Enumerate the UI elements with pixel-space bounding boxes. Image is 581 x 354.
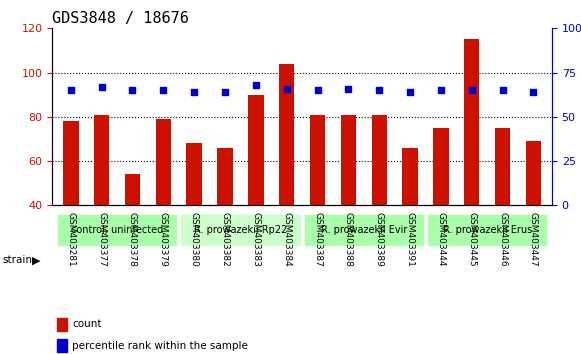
Text: R. prowazekii Erus: R. prowazekii Erus [443, 225, 532, 235]
Bar [371, 115, 387, 294]
Text: control, uninfected: control, uninfected [71, 225, 163, 235]
Text: GSM403446: GSM403446 [498, 212, 507, 267]
Text: GSM403281: GSM403281 [66, 212, 76, 267]
Text: GSM403444: GSM403444 [436, 212, 446, 267]
Bar [310, 115, 325, 294]
Point [313, 87, 322, 93]
Text: percentile rank within the sample: percentile rank within the sample [72, 341, 248, 350]
Bar [495, 128, 510, 294]
Text: GSM403387: GSM403387 [313, 212, 322, 267]
Point [159, 87, 168, 93]
Bar [464, 39, 479, 294]
Bar [58, 318, 67, 331]
Bar [156, 119, 171, 294]
Bar [248, 95, 264, 294]
Point [375, 87, 384, 93]
Point [251, 82, 260, 88]
Text: GDS3848 / 18676: GDS3848 / 18676 [52, 11, 189, 25]
Text: GSM403391: GSM403391 [406, 212, 415, 267]
Text: count: count [72, 319, 102, 329]
Point [282, 86, 291, 91]
Text: R. prowazekii Evir: R. prowazekii Evir [321, 225, 407, 235]
Point [97, 84, 106, 90]
Text: R. prowazekii Rp22: R. prowazekii Rp22 [193, 225, 287, 235]
FancyBboxPatch shape [180, 214, 300, 246]
Text: GSM403389: GSM403389 [375, 212, 383, 267]
Bar [125, 175, 140, 294]
FancyBboxPatch shape [427, 214, 547, 246]
Point [529, 89, 538, 95]
FancyBboxPatch shape [57, 214, 177, 246]
Text: GSM403384: GSM403384 [282, 212, 291, 267]
Point [498, 87, 507, 93]
Text: GSM403447: GSM403447 [529, 212, 538, 267]
Bar [433, 128, 449, 294]
Point [436, 87, 446, 93]
Point [128, 87, 137, 93]
Text: GSM403377: GSM403377 [97, 212, 106, 267]
Bar [217, 148, 233, 294]
Bar [526, 141, 541, 294]
Text: strain: strain [3, 255, 33, 265]
Bar [279, 64, 295, 294]
Point [406, 89, 415, 95]
Text: ▶: ▶ [32, 255, 41, 265]
Text: GSM403380: GSM403380 [189, 212, 199, 267]
Bar [187, 143, 202, 294]
Text: GSM403383: GSM403383 [252, 212, 260, 267]
Point [344, 86, 353, 91]
Point [220, 89, 229, 95]
Point [467, 87, 476, 93]
Text: GSM403388: GSM403388 [344, 212, 353, 267]
Point [66, 87, 76, 93]
Bar [340, 115, 356, 294]
Bar [58, 339, 67, 352]
Bar [94, 115, 109, 294]
Bar [403, 148, 418, 294]
Bar [63, 121, 78, 294]
FancyBboxPatch shape [304, 214, 424, 246]
Text: GSM403445: GSM403445 [467, 212, 476, 267]
Point [189, 89, 199, 95]
Text: GSM403378: GSM403378 [128, 212, 137, 267]
Text: GSM403379: GSM403379 [159, 212, 168, 267]
Text: GSM403382: GSM403382 [221, 212, 229, 267]
